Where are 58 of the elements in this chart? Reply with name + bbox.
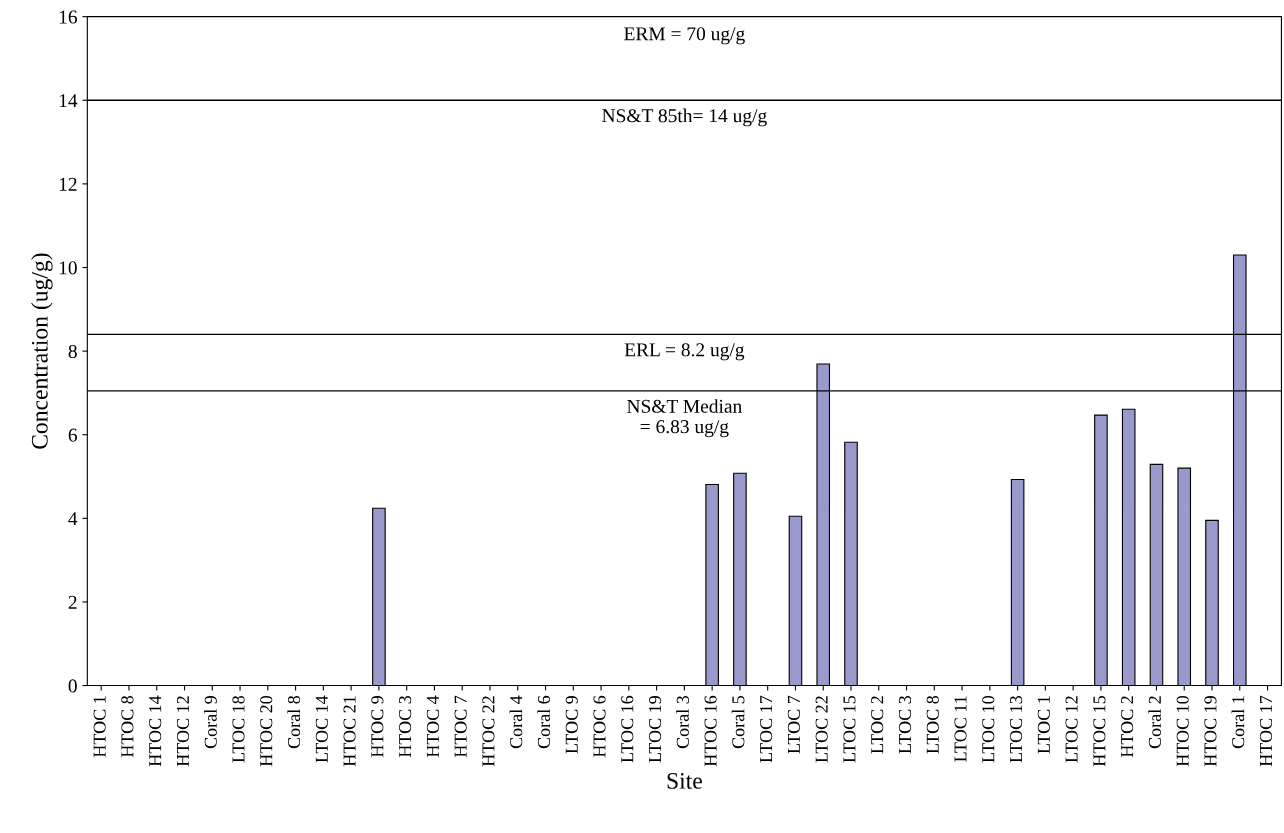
- x-tick-label: HTOC 9: [371, 696, 384, 758]
- x-tick-label: HTOC 19: [1204, 696, 1217, 767]
- y-tick-label: 16: [59, 10, 78, 24]
- y-tick-label: 12: [59, 177, 77, 191]
- x-tick-label: LTOC 7: [787, 695, 800, 754]
- x-tick-label: HTOC 8: [121, 695, 134, 758]
- x-tick-label: Coral 8: [287, 695, 301, 749]
- x-tick-label: HTOC 4: [426, 695, 439, 758]
- x-tick-label: HTOC 21: [343, 696, 356, 767]
- y-tick-label: 10: [59, 261, 77, 275]
- y-tick-label: 14: [59, 94, 78, 108]
- x-tick-label: LTOC 12: [1065, 696, 1078, 763]
- y-tick-label: 0: [68, 679, 77, 693]
- x-tick-label: HTOC 6: [593, 695, 606, 758]
- x-tick-label: HTOC 12: [176, 696, 190, 767]
- x-tick-label: HTOC 15: [1093, 695, 1106, 767]
- x-tick-label: Coral 5: [731, 695, 745, 749]
- x-tick-label: LTOC 18: [232, 695, 245, 763]
- x-tick-label: HTOC 16: [704, 695, 717, 767]
- x-tick-label: LTOC 15: [843, 695, 856, 763]
- x-tick-label: LTOC 19: [648, 696, 662, 763]
- y-tick-label: 4: [68, 512, 78, 526]
- x-tick-label: LTOC 13: [1010, 695, 1023, 763]
- x-tick-label: Coral 6: [537, 695, 551, 749]
- x-tick-label: HTOC 3: [399, 695, 412, 758]
- x-tick-label: LTOC 22: [815, 696, 828, 763]
- x-tick-label: Coral 2: [1148, 696, 1161, 749]
- x-tick-label: HTOC 14: [149, 695, 162, 767]
- x-tick-label: HTOC 10: [1176, 695, 1189, 767]
- y-tick-label: 8: [68, 344, 77, 359]
- x-tick-label: LTOC 11: [954, 696, 967, 762]
- x-tick-label: Coral 9: [204, 696, 217, 749]
- annotation: ERL = 8.2 ug/g: [624, 343, 745, 361]
- ref-line-label: NS&T 85th= 14 ug/g: [602, 108, 767, 127]
- x-tick-label: HTOC 2: [1121, 696, 1134, 758]
- x-tick-label: HTOC 17: [1259, 695, 1273, 767]
- x-tick-label: HTOC 1: [93, 696, 106, 758]
- x-tick-label: LTOC 3: [898, 695, 912, 754]
- x-tick-label: LTOC 17: [760, 695, 773, 763]
- x-tick-label: LTOC 8: [926, 695, 939, 754]
- x-tick-label: Coral 4: [509, 695, 523, 749]
- x-tick-label: Coral 1: [1231, 696, 1245, 749]
- x-tick-label: LTOC 16: [621, 695, 634, 763]
- x-tick-label: LTOC 1: [1037, 696, 1050, 754]
- x-tick-label: LTOC 2: [871, 696, 884, 754]
- x-axis-title: Site: [667, 772, 702, 789]
- x-tick-label: Coral 3: [676, 695, 689, 749]
- x-tick-label: LTOC 10: [982, 695, 995, 763]
- annotation: NS&T Median = 6.83 ug/g: [627, 399, 742, 438]
- x-tick-label: LTOC 14: [315, 695, 328, 763]
- y-tick-label: 2: [68, 595, 77, 609]
- x-tick-label: LTOC 9: [565, 696, 578, 754]
- x-tick-label: HTOC 22: [482, 696, 495, 767]
- y-tick-label: 6: [68, 428, 78, 442]
- x-tick-label: HTOC 7: [454, 695, 467, 758]
- y-axis-title: Concentration (ug/g): [31, 253, 53, 449]
- annotation: ERM = 70 ug/g: [624, 27, 745, 45]
- x-tick-label: HTOC 20: [260, 695, 273, 767]
